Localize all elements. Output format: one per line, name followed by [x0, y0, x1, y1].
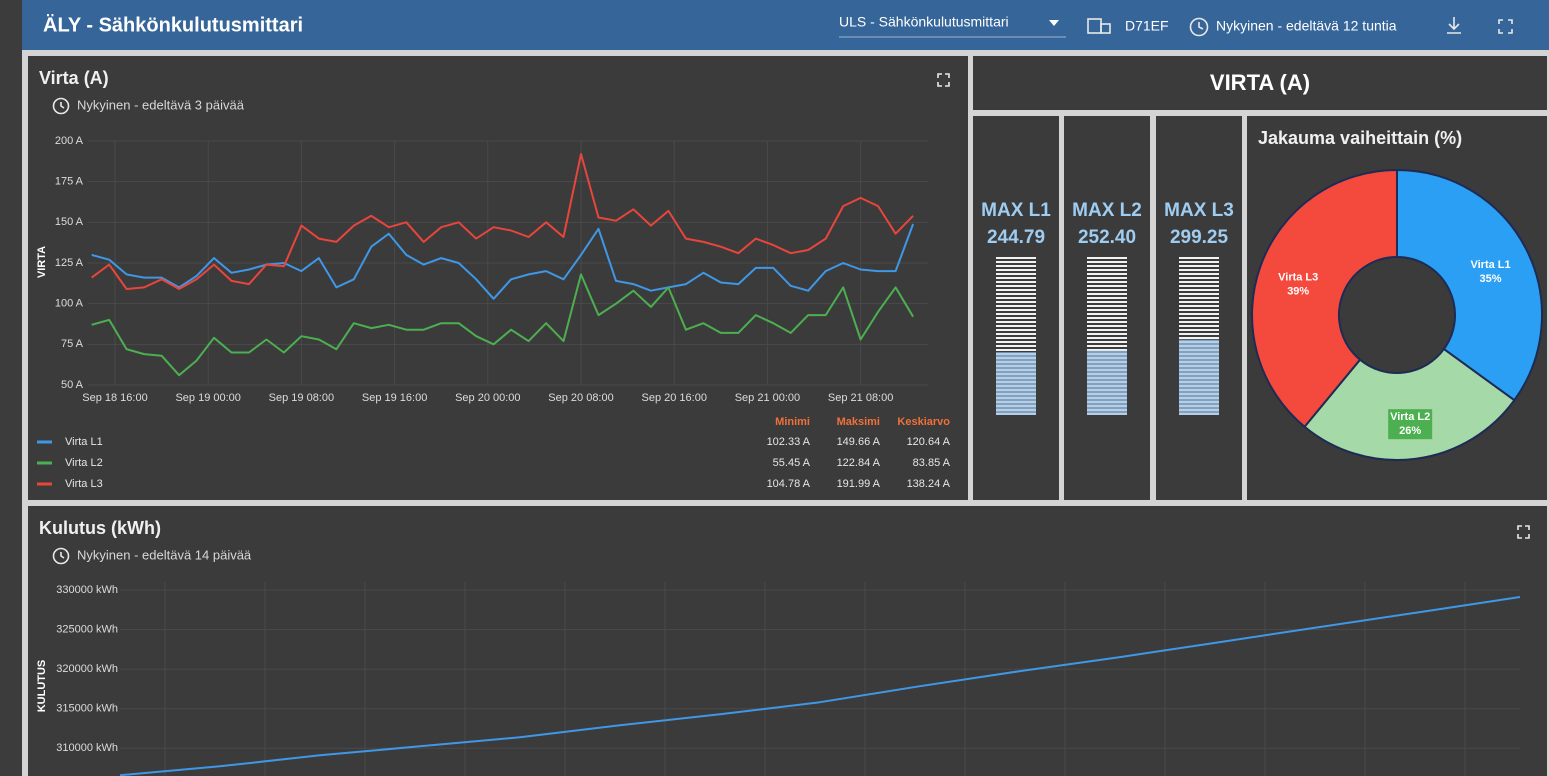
side-strip: [0, 0, 22, 776]
clock-icon: [1189, 17, 1209, 37]
download-button[interactable]: [1447, 17, 1461, 34]
device-icon[interactable]: [1087, 18, 1111, 34]
legend-column-header: Minimi: [775, 416, 810, 428]
legend-stat: 55.45 A: [773, 457, 811, 469]
pie-label-name: Virta L2: [1390, 411, 1430, 423]
y-axis-title: VIRTA: [36, 246, 48, 278]
y-tick-label: 200 A: [55, 135, 84, 147]
x-tick-label: Sep 21 00:00: [735, 392, 800, 404]
y-tick-label: 150 A: [55, 216, 84, 228]
y-tick-label: 125 A: [55, 257, 84, 269]
legend-column-header: Maksimi: [837, 416, 880, 428]
y-tick-label: 315000 kWh: [56, 703, 118, 715]
gauge-title: VIRTA (A): [1210, 70, 1310, 95]
x-tick-label: Sep 19 08:00: [269, 392, 334, 404]
y-axis-title: KULUTUS: [36, 660, 48, 713]
y-tick-label: 50 A: [61, 379, 84, 391]
pie-label-value: 26%: [1399, 425, 1421, 437]
series-line: [119, 596, 1521, 776]
x-tick-label: Sep 20 00:00: [455, 392, 520, 404]
legend-stat: 104.78 A: [767, 478, 811, 490]
panel-gauge: [973, 116, 1059, 500]
gauge-value: 244.79: [987, 227, 1045, 248]
dashboard-title: ÄLY - Sähkönkulutusmittari: [43, 13, 303, 36]
panel-gauge-title: [973, 56, 1547, 110]
series-line: [91, 273, 914, 377]
x-tick-label: Sep 18 16:00: [82, 392, 147, 404]
y-tick-label: 175 A: [55, 176, 84, 188]
legend-name: Virta L1: [65, 436, 103, 448]
y-tick-label: 320000 kWh: [56, 663, 118, 675]
fullscreen-button[interactable]: [1517, 525, 1530, 539]
legend-stat: 102.33 A: [767, 436, 811, 448]
panel-subtitle: Nykyinen - edeltävä 14 päivää: [77, 547, 252, 562]
panel-kulutus: [28, 506, 1547, 776]
fullscreen-button[interactable]: [937, 73, 950, 87]
pie-slice: [1250, 168, 1398, 429]
legend-name: Virta L2: [65, 457, 103, 469]
series-line: [91, 223, 915, 300]
panel-title: Virta (A): [39, 68, 109, 88]
fullscreen-button[interactable]: [1498, 19, 1513, 34]
x-tick-label: Sep 21 08:00: [828, 392, 893, 404]
gauge-fill: [996, 352, 1036, 415]
pie-label-name: Virta L3: [1278, 271, 1318, 283]
gauge-value: 252.40: [1078, 227, 1136, 248]
panel-virta: [28, 56, 968, 500]
x-tick-label: Sep 19 00:00: [175, 392, 240, 404]
panel-gauge: [1064, 116, 1150, 500]
y-tick-label: 310000 kWh: [56, 742, 118, 754]
pie-slice: [1303, 347, 1516, 461]
pie-label-bg: [1388, 409, 1433, 440]
clock-icon: [52, 97, 70, 115]
legend-stat: 149.66 A: [837, 436, 881, 448]
gauge-label: MAX L1: [981, 200, 1051, 221]
y-tick-label: 100 A: [55, 298, 84, 310]
gauge-label: MAX L3: [1164, 200, 1234, 221]
header-bar: [22, 0, 1549, 50]
legend-stat: 122.84 A: [837, 457, 881, 469]
y-tick-label: 325000 kWh: [56, 623, 118, 635]
pie-slice: [1396, 168, 1543, 402]
panel-gauge: [1156, 116, 1242, 500]
pie-label-value: 39%: [1287, 285, 1309, 297]
panel-subtitle: Nykyinen - edeltävä 3 päivää: [77, 97, 245, 112]
pie-label-name: Virta L1: [1470, 259, 1510, 271]
y-tick-label: 75 A: [61, 338, 84, 350]
select-caret[interactable]: [1049, 20, 1059, 26]
dashboard-select[interactable]: ULS - Sähkönkulutusmittari: [839, 14, 1009, 30]
clock-icon: [52, 547, 70, 565]
y-tick-label: 330000 kWh: [56, 584, 118, 596]
legend-stat: 138.24 A: [907, 478, 951, 490]
legend-stat: 120.64 A: [907, 436, 951, 448]
x-tick-label: Sep 20 08:00: [548, 392, 613, 404]
legend-stat: 83.85 A: [913, 457, 951, 469]
legend-column-header: Keskiarvo: [897, 416, 950, 428]
gauge-label: MAX L2: [1072, 200, 1142, 221]
timewindow[interactable]: Nykyinen - edeltävä 12 tuntia: [1216, 18, 1397, 34]
panel-title: Kulutus (kWh): [39, 518, 161, 538]
series-line: [91, 153, 914, 290]
legend-stat: 191.99 A: [837, 478, 881, 490]
x-tick-label: Sep 20 16:00: [641, 392, 706, 404]
gauge-fill: [1087, 350, 1127, 415]
pie-title: Jakauma vaiheittain (%): [1258, 128, 1462, 148]
gauge-value: 299.25: [1170, 227, 1229, 248]
gauge-fill: [1179, 339, 1219, 415]
device-name[interactable]: D71EF: [1125, 18, 1169, 34]
x-tick-label: Sep 19 16:00: [362, 392, 427, 404]
pie-label-value: 35%: [1480, 273, 1502, 285]
legend-name: Virta L3: [65, 478, 103, 490]
